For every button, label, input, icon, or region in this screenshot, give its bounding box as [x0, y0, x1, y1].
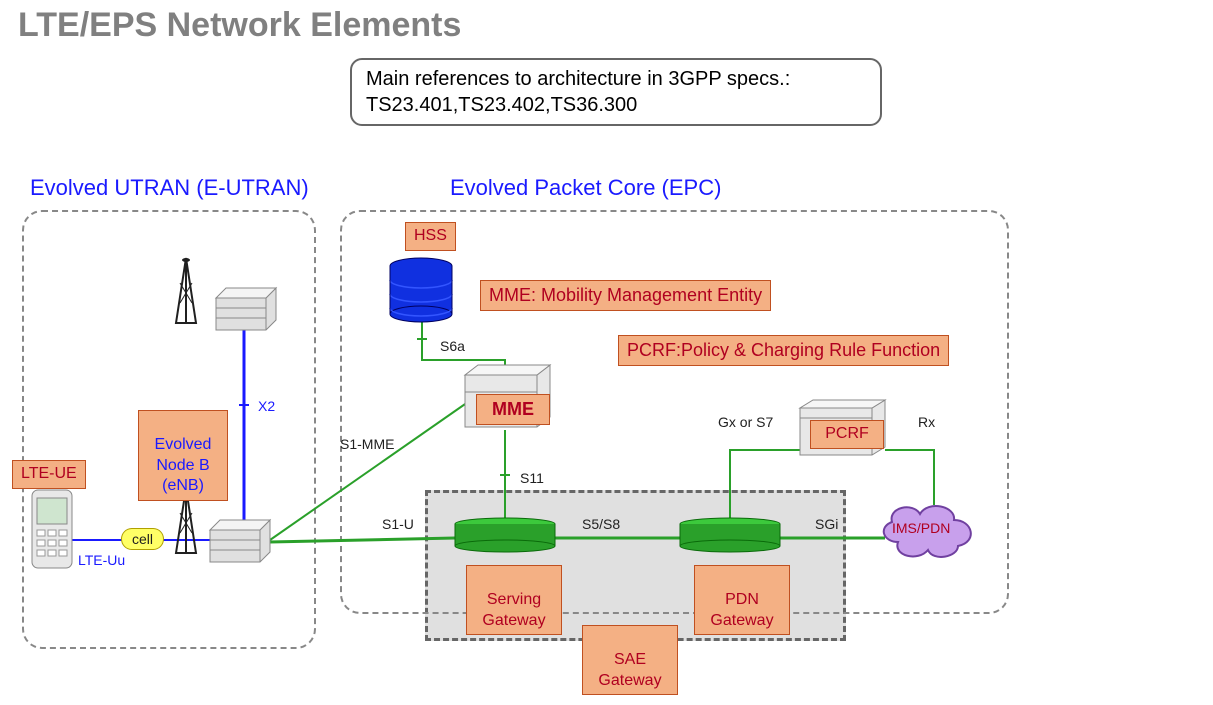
iface-s5s8: S5/S8: [582, 516, 620, 532]
iface-x2: X2: [258, 398, 275, 414]
iface-s11: S11: [520, 470, 544, 486]
iface-sgi: SGi: [815, 516, 838, 532]
sae-label-text: SAE Gateway: [598, 651, 661, 689]
iface-s1u: S1-U: [382, 516, 414, 532]
pcrf-full-label: PCRF:Policy & Charging Rule Function: [618, 335, 949, 366]
iface-gxs7: Gx or S7: [718, 414, 773, 430]
mme-label: MME: [476, 394, 550, 425]
iface-lteuu: LTE-Uu: [78, 552, 125, 568]
enb-label: Evolved Node B (eNB): [138, 410, 228, 501]
cloud-text: IMS/PDN: [892, 520, 950, 536]
pcrf-label: PCRF: [810, 420, 884, 449]
iface-s6a: S6a: [440, 338, 465, 354]
enb-label-text: Evolved Node B (eNB): [155, 436, 212, 495]
sae-label: SAE Gateway: [582, 625, 678, 695]
pgw-icon: [680, 518, 780, 552]
hss-label: HSS: [405, 222, 456, 251]
iface-rx: Rx: [918, 414, 935, 430]
iface-s1mme: S1-MME: [340, 436, 394, 452]
sgw-label: Serving Gateway: [466, 565, 562, 635]
pgw-label-text: PDN Gateway: [710, 591, 773, 629]
server-1-icon: [216, 288, 276, 330]
sgw-label-text: Serving Gateway: [482, 591, 545, 629]
antenna-1-icon: [176, 258, 196, 323]
lte-ue-label: LTE-UE: [12, 460, 86, 489]
cell-label: cell: [121, 528, 164, 550]
sgw-icon: [455, 518, 555, 552]
hss-db-icon: [390, 258, 452, 322]
diagram-canvas: [0, 0, 1213, 705]
server-2-icon: [210, 520, 270, 562]
pgw-label: PDN Gateway: [694, 565, 790, 635]
mme-full-label: MME: Mobility Management Entity: [480, 280, 771, 311]
phone-icon: [32, 490, 72, 568]
